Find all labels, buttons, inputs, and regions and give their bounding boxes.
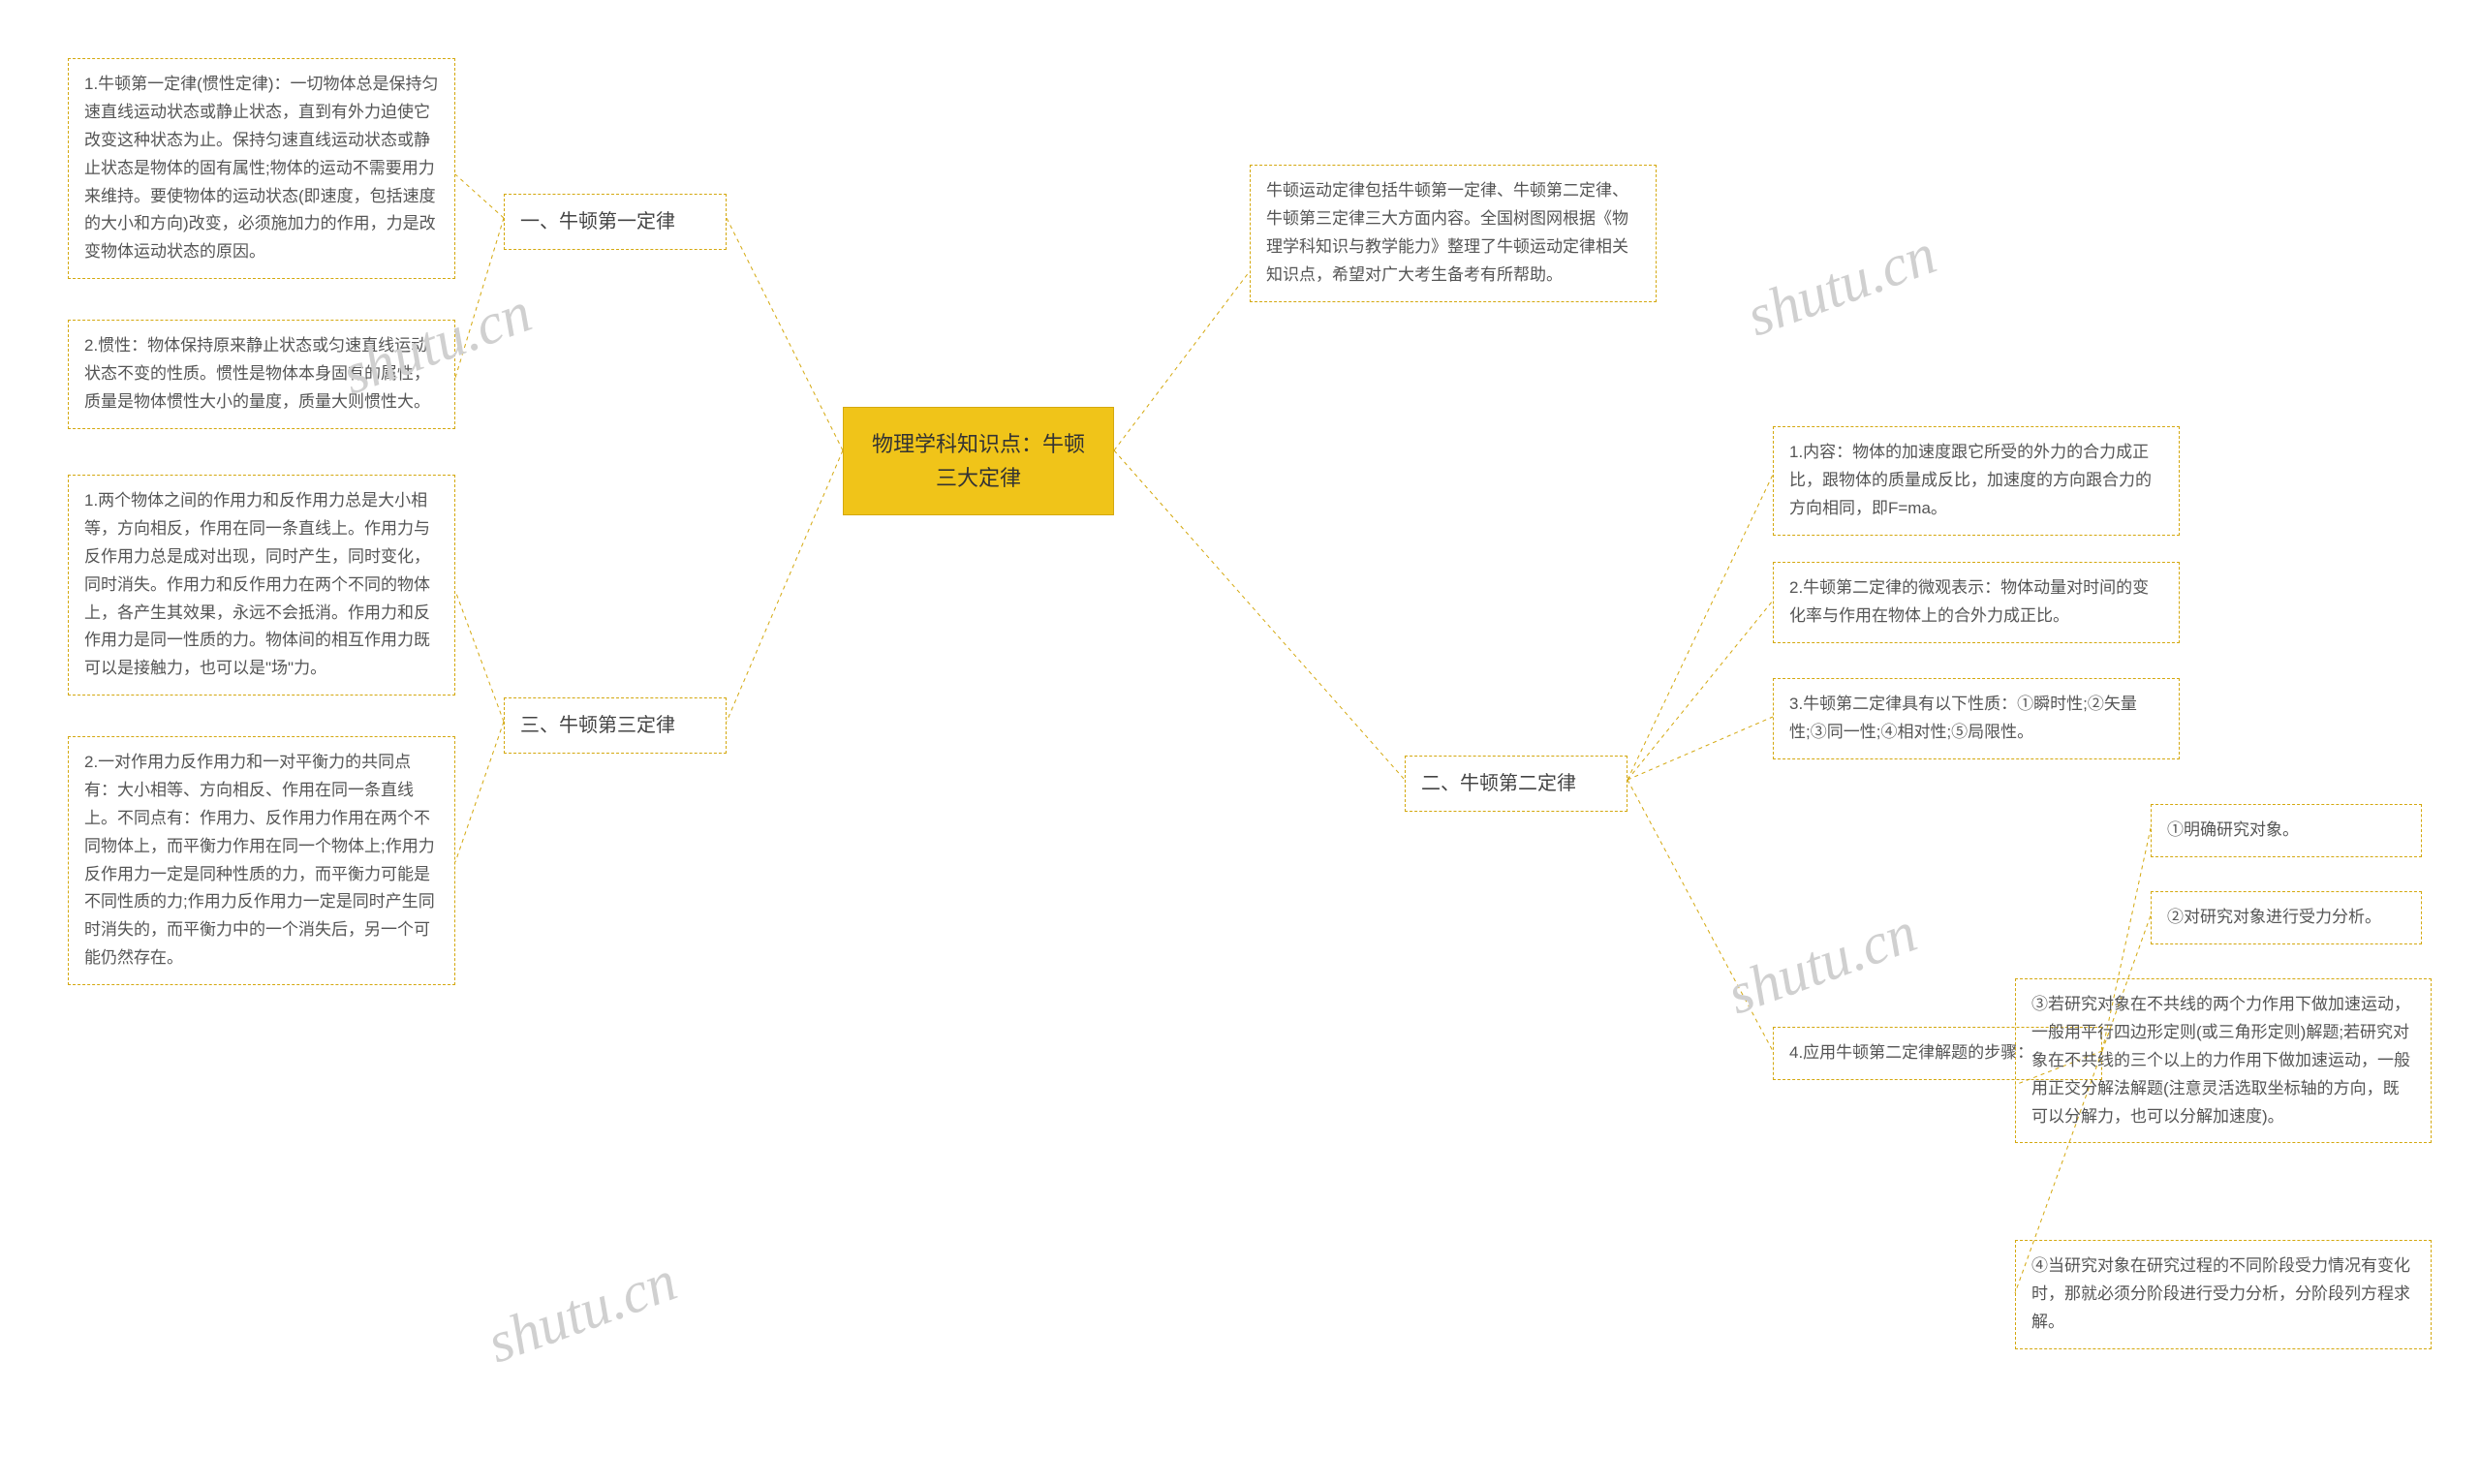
watermark-1: shutu.cn bbox=[1738, 221, 1944, 351]
branch3-child-1: 2.一对作用力反作用力和一对平衡力的共同点有：大小相等、方向相反、作用在同一条直… bbox=[68, 736, 455, 985]
branch1-child-1: 2.惯性：物体保持原来静止状态或匀速直线运动状态不变的性质。惯性是物体本身固有的… bbox=[68, 320, 455, 429]
branch2-sub-2: ③若研究对象在不共线的两个力作用下做加速运动，一般用平行四边形定则(或三角形定则… bbox=[2015, 978, 2432, 1143]
branch1-child-0: 1.牛顿第一定律(惯性定律)：一切物体总是保持匀速直线运动状态或静止状态，直到有… bbox=[68, 58, 455, 279]
branch2-child-1: 2.牛顿第二定律的微观表示：物体动量对时间的变化率与作用在物体上的合外力成正比。 bbox=[1773, 562, 2180, 643]
intro-node: 牛顿运动定律包括牛顿第一定律、牛顿第二定律、牛顿第三定律三大方面内容。全国树图网… bbox=[1250, 165, 1657, 302]
branch2-child-2: 3.牛顿第二定律具有以下性质：①瞬时性;②矢量性;③同一性;④相对性;⑤局限性。 bbox=[1773, 678, 2180, 759]
root-node: 物理学科知识点：牛顿三大定律 bbox=[843, 407, 1114, 515]
watermark-2: shutu.cn bbox=[479, 1248, 685, 1377]
branch3-title: 三、牛顿第三定律 bbox=[504, 697, 727, 754]
branch2-sub-3: ④当研究对象在研究过程的不同阶段受力情况有变化时，那就必须分阶段进行受力分析，分… bbox=[2015, 1240, 2432, 1349]
branch2-child-0: 1.内容：物体的加速度跟它所受的外力的合力成正比，跟物体的质量成反比，加速度的方… bbox=[1773, 426, 2180, 536]
watermark-3: shutu.cn bbox=[1719, 899, 1925, 1029]
branch2-title: 二、牛顿第二定律 bbox=[1405, 756, 1628, 812]
branch2-sub-1: ②对研究对象进行受力分析。 bbox=[2151, 891, 2422, 944]
branch3-child-0: 1.两个物体之间的作用力和反作用力总是大小相等，方向相反，作用在同一条直线上。作… bbox=[68, 475, 455, 696]
branch2-sub-0: ①明确研究对象。 bbox=[2151, 804, 2422, 857]
branch1-title: 一、牛顿第一定律 bbox=[504, 194, 727, 250]
